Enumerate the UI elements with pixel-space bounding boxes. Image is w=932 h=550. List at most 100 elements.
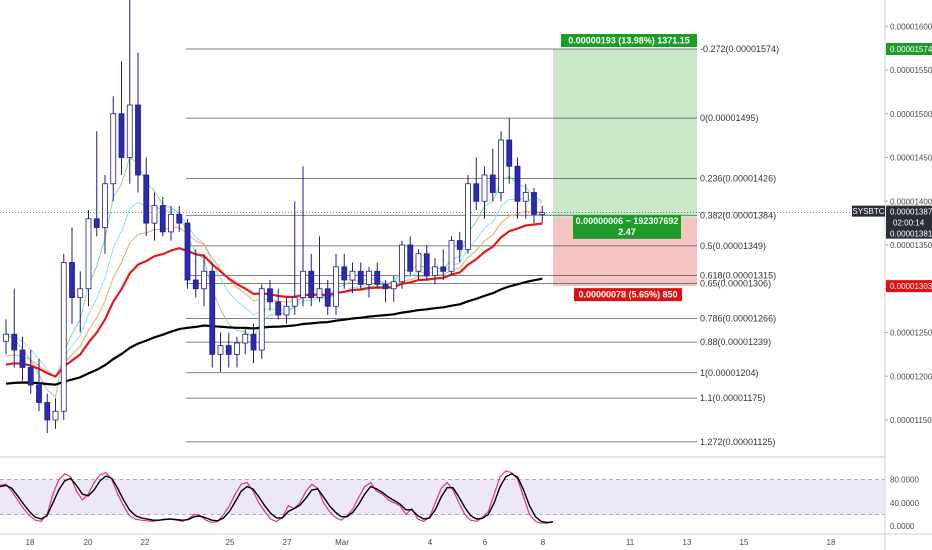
candle-body [201,270,207,290]
time-axis: 18 20 22 25 27 Mar 4 6 8 11 13 15 18 [26,538,836,547]
candle-body [432,266,438,277]
candle-body [407,244,414,272]
candle-body [366,270,372,285]
candle-body [60,262,67,412]
candle [308,253,315,307]
candle [102,175,108,254]
ema-black-line [5,277,543,386]
stop-label: 0.00000078 (5.65%) 850 [578,290,677,300]
candle-body [126,104,133,158]
ema-red-line [5,222,543,378]
candle-body [192,279,199,290]
candle-body [77,288,84,298]
candle [473,157,480,210]
candle [399,240,405,289]
candle-body [209,270,216,355]
entry-label-box [573,214,681,239]
target-label-box [561,34,697,47]
candle [481,166,488,219]
candle-body [267,288,273,303]
fib-level-label: -0.272(0.00001574) [700,44,779,54]
candle [390,275,397,302]
price-tick-label: 0.00001150 [890,416,932,425]
candle-body [539,212,546,215]
last-price-tag: 0.00001387 [890,208,932,217]
time-label: 18 [827,538,836,547]
candle-body [440,266,447,272]
candle [176,205,183,232]
candle [374,262,381,289]
candle-body [498,139,504,193]
candle-body [423,253,430,277]
candle [242,328,249,355]
candle-body [258,288,265,351]
candle-body [110,113,117,185]
candle [498,131,504,202]
candle [52,398,59,429]
countdown-timer: 02:00:14 [893,219,925,228]
price-tick-label: 0.00001350 [890,241,932,250]
candle-body [481,174,488,202]
fib-level-label: 0(0.00001495) [700,113,759,123]
candle [465,175,471,254]
candle [258,284,265,359]
candle [333,253,339,315]
candles [3,0,546,434]
candle [159,196,166,237]
candle-body [242,333,249,344]
fib-level-label: 1.1(0.00001175) [700,393,765,403]
time-label: 13 [683,538,692,547]
candle-body [234,342,240,355]
candle [69,227,75,324]
candle [19,336,26,381]
time-label: 8 [541,538,546,547]
candle-body [159,205,166,233]
candle-body [102,183,108,228]
time-label: 11 [626,538,635,547]
candle [77,271,84,333]
last-price-box [886,205,932,239]
candle-body [349,270,356,281]
candle [440,249,447,280]
candle-body [341,266,348,281]
candle [324,280,331,315]
candle-body [283,305,290,316]
fib-level-label: 0.236(0.00001426) [700,174,776,184]
stop-price-tag: 0.00001303 [890,282,932,291]
candle-body [118,113,125,158]
price-tick-label: 0.00001200 [890,372,932,381]
candle [357,262,364,289]
candle-body [250,333,257,351]
candle [201,253,207,307]
candle [341,253,348,289]
candle [514,157,521,219]
candle-body [3,333,9,342]
candle [531,188,537,224]
candle-body [93,218,100,228]
candle-body [308,270,315,298]
candle [432,258,438,285]
candle [44,393,51,434]
fib-level-label: 1.272(0.00001125) [700,437,775,447]
price-tick-label: 0.00001400 [890,197,932,206]
candle-body [176,213,183,224]
candle [110,96,117,202]
candle [423,245,430,280]
candle-body [333,266,339,307]
stoch-k-line [0,470,554,524]
symbol-tag: SYSBTC [852,207,884,216]
time-label: 18 [26,538,35,547]
candle [489,148,496,202]
candle-body [324,288,331,307]
candle [456,231,463,263]
candle-body [448,240,455,272]
candle [60,253,67,420]
stoch-band [0,479,885,515]
candle [522,183,529,219]
candle-body [217,345,224,355]
candle [85,210,92,307]
candle-body [531,192,537,215]
candle [539,205,546,224]
